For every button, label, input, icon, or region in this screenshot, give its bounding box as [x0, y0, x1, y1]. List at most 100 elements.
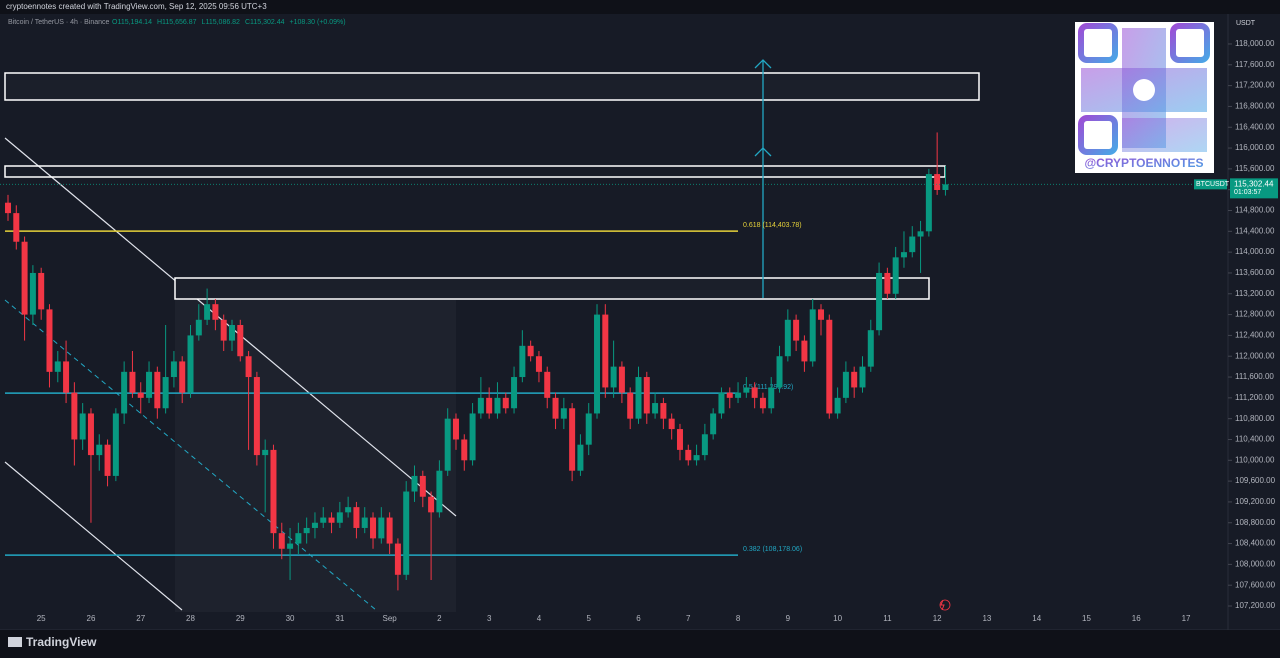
candle-body: [403, 491, 410, 575]
candle-body: [652, 403, 659, 414]
y-tick-label: 117,600.00: [1235, 60, 1275, 69]
qr-logo: [1133, 79, 1155, 101]
candle-body: [320, 517, 327, 523]
candle-body: [718, 392, 725, 414]
candle-body: [784, 319, 791, 357]
header-text: cryptoennotes created with TradingView.c…: [6, 2, 267, 11]
candle-body: [311, 522, 318, 528]
y-tick-label: 114,000.00: [1235, 247, 1275, 256]
candle-body: [942, 184, 949, 190]
candle-body: [63, 361, 70, 393]
candle-body: [361, 517, 368, 528]
candle-body: [112, 413, 119, 476]
date-range-highlight: [175, 300, 456, 612]
candle-body: [287, 543, 294, 549]
candle-body: [701, 434, 708, 456]
x-tick-label: 25: [37, 614, 46, 623]
candle-body: [851, 371, 858, 388]
candle-body: [345, 507, 352, 513]
candle-body: [594, 314, 601, 414]
candle-body: [527, 345, 534, 357]
candle-body: [237, 324, 244, 357]
ohlc-value: L115,086.82: [202, 19, 241, 26]
candle-body: [552, 397, 559, 419]
candle-body: [876, 272, 883, 331]
x-tick-label: 28: [186, 614, 195, 623]
candle-body: [635, 377, 642, 419]
candle-body: [884, 272, 891, 294]
channel-line: [4, 461, 183, 611]
candle-body: [486, 397, 493, 414]
y-tick-label: 116,800.00: [1235, 102, 1275, 111]
candle-body: [303, 527, 310, 534]
candle-body: [768, 387, 775, 409]
candle-body: [46, 309, 53, 372]
y-tick-label: 108,400.00: [1235, 539, 1276, 548]
fib-levels: 0.618 (114,403.78) 0.5 (111,290.92) 0.382 …: [5, 222, 802, 556]
y-tick-label: 109,200.00: [1235, 497, 1276, 506]
y-tick-label: 112,800.00: [1235, 310, 1275, 319]
qr-finder: [1170, 23, 1210, 63]
candle-body: [96, 444, 103, 456]
candle-body: [842, 371, 849, 398]
y-tick-label: 107,600.00: [1235, 580, 1276, 589]
candle-body: [137, 392, 144, 398]
support-zone: [174, 277, 930, 300]
alert-icon: [939, 599, 951, 611]
candle-body: [195, 319, 202, 336]
candle-body: [212, 304, 219, 320]
x-tick-label: 27: [136, 614, 145, 623]
candle-body: [793, 319, 800, 341]
candle-body: [519, 345, 526, 378]
candle-body: [685, 449, 692, 461]
candle-body: [643, 377, 650, 414]
arrow-head: [754, 147, 772, 157]
countdown: 01:03:57: [1234, 189, 1261, 196]
candle-body: [867, 330, 874, 367]
y-tick-label: 118,000.00: [1235, 39, 1275, 48]
candle-body: [535, 356, 542, 372]
qr-watermark: @CRYPTOENNOTES: [1075, 22, 1214, 173]
y-tick-label: 112,000.00: [1235, 351, 1275, 360]
candle-body: [162, 377, 169, 409]
currency: USDT: [1236, 20, 1256, 27]
y-tick-label: 112,400.00: [1235, 331, 1275, 340]
x-tick-label: 12: [933, 614, 942, 623]
symbol-tag: BTCUSDT: [1196, 181, 1230, 188]
ohlc-value: H115,656.87: [157, 19, 197, 26]
candle-body: [38, 272, 45, 310]
candle-body: [676, 429, 683, 450]
x-tick-label: 5: [586, 614, 591, 623]
x-tick-label: Sep: [382, 614, 397, 623]
candle-body: [394, 543, 401, 575]
axes: 107,200.00 107,600.00 108,000.00 108,400.00…: [37, 39, 1278, 623]
y-tick-label: 108,000.00: [1235, 559, 1276, 568]
candle-body: [818, 309, 825, 320]
candle-body: [801, 340, 808, 362]
x-tick-label: 13: [982, 614, 991, 623]
y-tick-label: 113,200.00: [1235, 289, 1275, 298]
y-tick-label: 115,600.00: [1235, 164, 1275, 173]
candle-body: [602, 314, 609, 388]
candle-body: [726, 392, 733, 398]
candle-body: [353, 507, 360, 528]
y-tick-label: 111,200.00: [1235, 393, 1274, 402]
x-tick-label: 16: [1132, 614, 1141, 623]
y-tick-label: 107,200.00: [1235, 601, 1276, 610]
brand-text: TradingView: [26, 635, 97, 649]
arrow-head: [754, 59, 772, 69]
candle-body: [452, 418, 459, 440]
y-tick-label: 108,800.00: [1235, 518, 1276, 527]
candle-body: [710, 413, 717, 435]
y-tick-label: 111,600.00: [1235, 372, 1274, 381]
candle-body: [154, 371, 161, 409]
candles: [0, 132, 1228, 591]
x-tick-label: 26: [87, 614, 96, 623]
candle-body: [569, 408, 576, 471]
candle-body: [917, 231, 924, 237]
fib-label: 0.618 (114,403.78): [743, 222, 802, 229]
candle-body: [900, 252, 907, 258]
y-tick-label: 110,800.00: [1235, 414, 1275, 423]
candle-body: [278, 533, 285, 549]
candle-body: [295, 533, 302, 544]
